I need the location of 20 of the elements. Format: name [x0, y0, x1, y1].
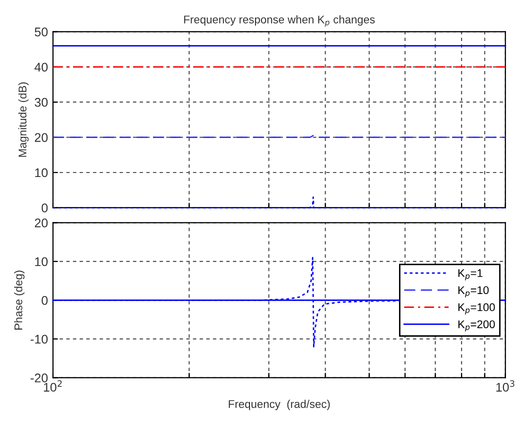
y-tick-label: 20 — [34, 218, 48, 228]
legend-label: K$_{p}$=100 — [458, 303, 495, 314]
y-axis-title: Magnitude (dB) — [18, 82, 29, 157]
legend-label: K$_{p}$=10 — [458, 286, 489, 298]
y-tick-label: -10 — [30, 334, 48, 344]
y-tick-label: 0 — [42, 203, 48, 212]
x-axis-title: Frequency (rad/sec) — [228, 400, 330, 410]
y-tick-label: 10 — [35, 257, 48, 266]
y-tick-label: 50 — [34, 28, 48, 36]
legend-label: K$_{p}$=1 — [458, 269, 482, 280]
y-tick-label: 10 — [35, 168, 48, 178]
y-tick-label: 40 — [34, 62, 48, 72]
y-tick-label: 20 — [34, 133, 48, 142]
legend-label: K$_{p}$=200 — [458, 320, 495, 332]
y-tick-label: -20 — [30, 374, 48, 382]
y-axis-title: Phase (deg) — [14, 270, 24, 330]
y-tick-label: 30 — [34, 98, 48, 107]
chart-title: Frequency response when K$_{p}$ changes — [184, 15, 375, 27]
x-tick-label: 10$^{3}$ — [496, 380, 514, 392]
y-tick-label: 0 — [42, 296, 48, 305]
